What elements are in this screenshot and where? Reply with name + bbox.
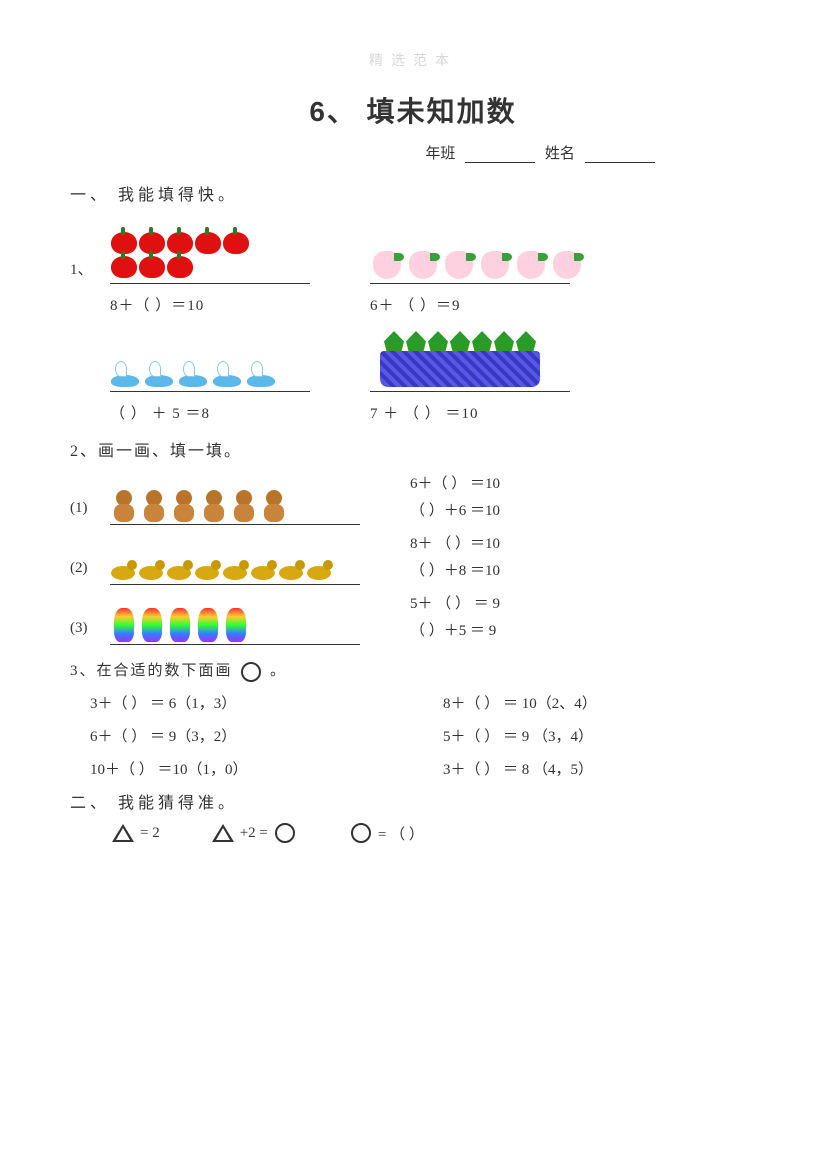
ant-icon [251,560,277,582]
apple-icon [111,256,137,278]
q3-item[interactable]: 10＋（ ） ＝10（1，0） [90,758,403,779]
q2-r3-eq2[interactable]: （ ）＋5 ＝ 9 [410,618,500,645]
peach-icon [445,251,473,279]
q1a-equation[interactable]: 8＋（ ）＝10 [110,294,204,315]
divider [110,283,310,284]
basket-icon [370,327,550,387]
swan-icon [213,361,243,387]
peach-icon [373,251,401,279]
q3-item[interactable]: 5＋（ ） ＝ 9 （3，4） [443,725,756,746]
name-blank[interactable] [585,162,655,163]
q1c-box: （ ） ＋ 5 ＝8 [110,323,310,423]
ant-icon [139,560,165,582]
q3-item[interactable]: 6＋（ ） ＝ 9（3，2） [90,725,403,746]
section-1-head: 一、 我能填得快。 [70,181,756,205]
q1-label: 1、 [70,258,110,315]
vase-icon [198,608,218,642]
peach-icon [553,251,581,279]
ant-row [110,549,360,585]
circle-icon [275,823,295,843]
peach-icon [409,251,437,279]
peach-row [370,215,584,279]
triangle-icon [112,824,134,842]
swan-icon [179,361,209,387]
vase-icon [226,608,246,642]
page-title: 6、 填未知加数 [70,90,756,130]
q2-r1: (1) 6＋（ ） ＝10 （ ）＋6 ＝10 [70,471,756,525]
apple-grid [110,231,260,279]
apple-icon [167,256,193,278]
q2-r2: (2) 8＋ （ ）＝10 （ ）＋8 ＝10 [70,531,756,585]
q1-row2: （ ） ＋ 5 ＝8 7 ＋ （ ） ＝10 [70,323,756,423]
swan-icon [111,361,141,387]
q2-head: 2、画一画、填一填。 [70,437,756,461]
vase-icon [142,608,162,642]
q1-row1: 1、 8＋（ ）＝10 6＋ （ [70,215,756,315]
q1b-box: 6＋ （ ）＝9 [370,215,584,315]
student-info-line: 年班 姓名 [70,142,756,163]
apple-icon [195,232,221,254]
circle-icon [351,823,371,843]
apple-icon [139,256,165,278]
q1a-box: 8＋（ ）＝10 [110,215,310,315]
triangle-icon [212,824,234,842]
monkey-icon [112,490,138,522]
q2-r2-label: (2) [70,560,110,585]
swan-icon [145,361,175,387]
q2-r3: (3) 5＋ （ ） ＝ 9 （ ）＋5 ＝ 9 [70,591,756,645]
q2-r3-label: (3) [70,620,110,645]
class-blank[interactable] [465,162,535,163]
circle-icon [241,662,261,682]
q1b-equation[interactable]: 6＋ （ ）＝9 [370,294,461,315]
vase-icon [114,608,134,642]
monkey-icon [172,490,198,522]
monkey-icon [202,490,228,522]
section-2-head: 二、 我能猜得准。 [70,789,756,813]
swan-icon [247,361,277,387]
q1d-box: 7 ＋ （ ） ＝10 [370,323,570,423]
swan-row [110,323,278,387]
ant-icon [195,560,221,582]
vase-icon [170,608,190,642]
guess-a: = 2 [110,824,160,842]
q2-r2-eq1[interactable]: 8＋ （ ）＝10 [410,531,500,558]
divider [370,391,570,392]
q1d-equation[interactable]: 7 ＋ （ ） ＝10 [370,402,479,423]
guess-row: = 2 +2 = = （ ） [110,823,756,844]
q3-grid: 3＋（ ） ＝ 6（1，3） 8＋（ ） ＝ 10（2、4） 6＋（ ） ＝ 9… [90,692,756,779]
divider [110,391,310,392]
peach-icon [481,251,509,279]
ant-icon [223,560,249,582]
class-label: 年班 [425,146,455,162]
q1c-equation[interactable]: （ ） ＋ 5 ＝8 [110,402,210,423]
q2-r2-eq2[interactable]: （ ）＋8 ＝10 [410,558,500,585]
watermark-text: 精选范本 [70,50,756,70]
q2-r1-label: (1) [70,500,110,525]
divider [370,283,570,284]
guess-b: +2 = [210,823,298,843]
name-label: 姓名 [545,146,575,162]
q3-item[interactable]: 3＋（ ） ＝ 8 （4，5） [443,758,756,779]
monkey-icon [232,490,258,522]
q2-r1-eq1[interactable]: 6＋（ ） ＝10 [410,471,500,498]
apple-icon [223,232,249,254]
q2-r1-eq2[interactable]: （ ）＋6 ＝10 [410,498,500,525]
ant-icon [167,560,193,582]
monkey-icon [262,490,288,522]
vase-row [110,608,360,645]
q3-item[interactable]: 3＋（ ） ＝ 6（1，3） [90,692,403,713]
peach-icon [517,251,545,279]
monkey-icon [142,490,168,522]
guess-c[interactable]: = （ ） [348,823,424,844]
q3-item[interactable]: 8＋（ ） ＝ 10（2、4） [443,692,756,713]
monkey-row [110,489,360,525]
ant-icon [279,560,305,582]
q3-head: 3、在合适的数下面画 。 [70,659,756,682]
ant-icon [307,560,333,582]
ant-icon [111,560,137,582]
q2-r3-eq1[interactable]: 5＋ （ ） ＝ 9 [410,591,500,618]
